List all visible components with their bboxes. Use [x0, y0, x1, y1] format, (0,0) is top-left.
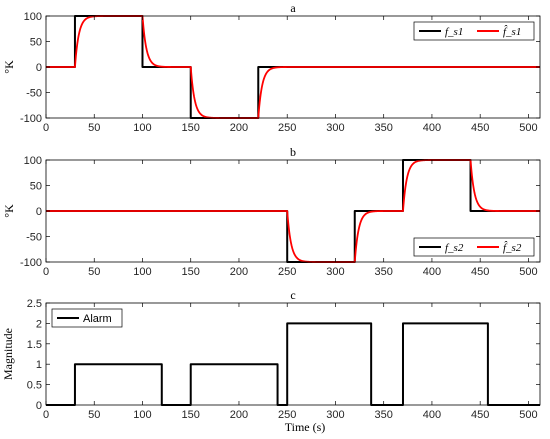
y-tick-label: 2	[36, 318, 42, 330]
x-tick-label: 200	[230, 122, 248, 134]
legend-box	[413, 237, 535, 257]
x-tick-label: 0	[43, 122, 49, 134]
series-line-c-0	[46, 322, 540, 406]
y-tick-label: -50	[26, 232, 42, 244]
x-tick-label: 50	[88, 409, 100, 421]
x-tick-label: 450	[471, 122, 489, 134]
legend: f_s1 f̂_s1	[413, 21, 535, 41]
panel-a: a 0 50 100 150 200 250 300 350 400 450 500 -100 -50 0 5…	[2, 1, 541, 134]
y-tick-label: 0	[36, 206, 42, 218]
legend: Alarm	[51, 308, 123, 328]
legend-label: f_s1	[445, 26, 463, 38]
x-axis-label: Time (s)	[285, 420, 326, 434]
legend-label: Alarm	[83, 313, 112, 325]
x-tick-label: 250	[278, 409, 296, 421]
legend-box	[413, 21, 535, 41]
x-tick-label: 150	[182, 266, 200, 278]
panel-title-c: c	[290, 288, 295, 302]
x-tick-label: 350	[375, 409, 393, 421]
x-tick-label: 100	[133, 122, 151, 134]
y-tick-label: 50	[30, 37, 42, 49]
series-group	[46, 322, 540, 406]
x-tick-label: 400	[423, 266, 441, 278]
legend: f_s2 f̂_s2	[413, 237, 535, 257]
x-tick-label: 0	[43, 409, 49, 421]
y-tick-label: 100	[24, 11, 42, 23]
x-tick-label: 50	[88, 266, 100, 278]
x-tick-label: 400	[423, 122, 441, 134]
x-tick-label: 300	[326, 409, 344, 421]
x-tick-label: 150	[182, 409, 200, 421]
legend-label: f̂_s1	[503, 25, 521, 38]
x-tick-label: 400	[423, 409, 441, 421]
x-tick-label: 50	[88, 122, 100, 134]
x-tick-label: 500	[519, 266, 537, 278]
x-tick-label: 0	[43, 266, 49, 278]
x-tick-label: 500	[519, 409, 537, 421]
x-tick-label: 300	[326, 122, 344, 134]
x-tick-label: 200	[230, 409, 248, 421]
x-tick-label: 200	[230, 266, 248, 278]
y-tick-label: -100	[20, 113, 42, 125]
legend-label: f̂_s2	[503, 241, 522, 254]
x-tick-label: 300	[326, 266, 344, 278]
x-tick-label: 150	[182, 122, 200, 134]
x-tick-label: 350	[375, 122, 393, 134]
y-tick-label: 50	[30, 181, 42, 193]
x-tick-label: 450	[471, 409, 489, 421]
y-tick-label: -50	[26, 88, 42, 100]
axes-box	[45, 302, 541, 406]
panel-c: c 0 50 100 150 200 250 300 350 400 450 500 0 0.5 1 1.5 2…	[1, 288, 541, 421]
y-tick-label: 100	[24, 155, 42, 167]
y-tick-label: 2.5	[27, 298, 42, 310]
y-tick-label: 1.5	[27, 339, 42, 351]
panel-title-b: b	[290, 145, 296, 159]
panel-b: b 0 50 100 150 200 250 300 350 400 450 500 -100 -50 0 5…	[2, 145, 541, 278]
x-tick-label: 500	[519, 122, 537, 134]
legend-label: f_s2	[445, 242, 464, 254]
y-axis-label: °K	[2, 60, 16, 74]
x-tick-label: 250	[278, 266, 296, 278]
x-tick-label: 250	[278, 122, 296, 134]
y-tick-label: 0	[36, 62, 42, 74]
y-axis-label: °K	[2, 204, 16, 218]
legend-box	[51, 308, 123, 328]
y-tick-label: 1	[36, 359, 42, 371]
y-axis-label: Magnitude	[1, 328, 15, 380]
x-tick-label: 100	[133, 409, 151, 421]
y-tick-label: 0	[36, 400, 42, 412]
y-tick-label: -100	[20, 257, 42, 269]
x-tick-label: 450	[471, 266, 489, 278]
y-tick-label: 0.5	[27, 380, 42, 392]
x-tick-label: 100	[133, 266, 151, 278]
panel-title-a: a	[290, 1, 296, 15]
x-tick-label: 350	[375, 266, 393, 278]
